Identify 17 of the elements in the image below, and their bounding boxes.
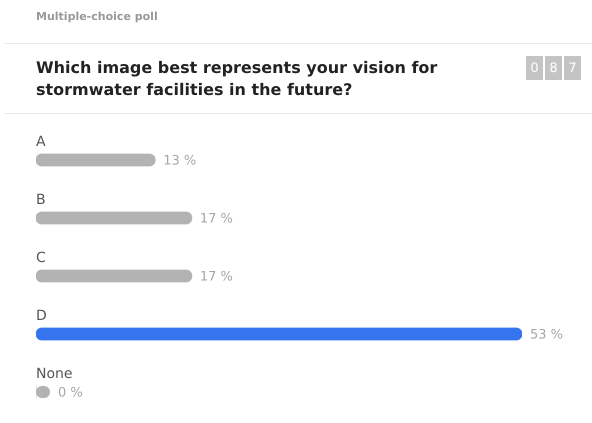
bar bbox=[36, 212, 192, 224]
data-label: 13 % bbox=[163, 153, 196, 168]
data-label: 17 % bbox=[200, 211, 233, 226]
y-tick-label: A bbox=[36, 134, 46, 150]
bar bbox=[36, 270, 192, 282]
chart-title: Which image best represents your vision for stormwater facilities in the future? bbox=[36, 57, 438, 101]
bar bbox=[36, 328, 522, 340]
y-tick-label: B bbox=[36, 192, 46, 208]
bar bbox=[36, 154, 156, 166]
y-tick-label: None bbox=[36, 366, 73, 382]
text: 0 8 7 bbox=[529, 60, 578, 78]
y-tick-label: C bbox=[36, 250, 46, 266]
data-label: 17 % bbox=[200, 269, 233, 284]
data-label: 0 % bbox=[58, 385, 83, 400]
chart-subtitle: Multiple-choice poll bbox=[36, 10, 158, 23]
data-label: 53 % bbox=[530, 327, 564, 342]
y-tick-label: D bbox=[36, 308, 47, 324]
